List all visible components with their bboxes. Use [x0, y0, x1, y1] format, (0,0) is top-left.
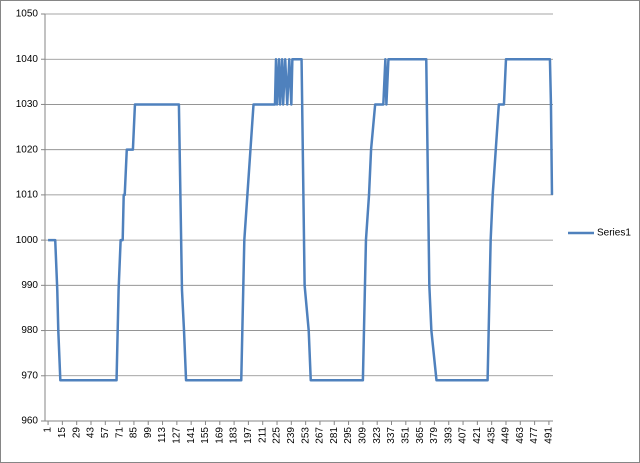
x-tick-label: 365 — [415, 427, 426, 444]
x-tick-label: 295 — [343, 427, 354, 444]
y-tick-label: 1020 — [16, 144, 39, 155]
x-tick-label: 43 — [86, 427, 97, 439]
x-tick-label: 29 — [71, 427, 82, 439]
legend-label: Series1 — [597, 228, 631, 239]
x-tick-label: 337 — [386, 427, 397, 444]
x-tick-label: 477 — [529, 427, 540, 444]
y-tick-label: 960 — [21, 416, 38, 427]
x-tick-label: 225 — [272, 427, 283, 444]
x-tick-label: 183 — [229, 427, 240, 444]
y-tick-label: 1010 — [16, 190, 39, 201]
x-tick-label: 99 — [143, 427, 154, 439]
x-tick-label: 169 — [214, 427, 225, 444]
x-tick-label: 85 — [129, 427, 140, 439]
x-tick-label: 421 — [472, 427, 483, 444]
x-tick-label: 71 — [114, 427, 125, 439]
y-tick-label: 1040 — [16, 54, 39, 65]
y-tick-label: 990 — [21, 280, 38, 291]
x-tick-label: 127 — [171, 427, 182, 444]
x-tick-label: 57 — [100, 427, 111, 439]
x-tick-label: 1 — [43, 427, 54, 433]
series-line — [48, 57, 554, 382]
x-tick-label: 155 — [200, 427, 211, 444]
x-tick-label: 211 — [257, 427, 268, 443]
y-tick-label: 1050 — [16, 9, 39, 20]
x-tick-label: 267 — [315, 427, 326, 444]
x-tick-label: 281 — [329, 427, 340, 444]
x-tick-label: 323 — [372, 427, 383, 444]
x-tick-label: 449 — [501, 427, 512, 444]
y-tick-label: 1030 — [16, 99, 39, 110]
x-tick-label: 351 — [400, 427, 411, 444]
x-tick-label: 463 — [515, 427, 526, 444]
x-tick-label: 253 — [300, 427, 311, 444]
x-tick-label: 15 — [57, 427, 68, 439]
x-tick-label: 239 — [286, 427, 297, 444]
x-tick-label: 407 — [458, 427, 469, 444]
x-tick-label: 141 — [186, 427, 197, 444]
y-tick-label: 970 — [21, 370, 38, 381]
x-tick-label: 491 — [544, 427, 555, 444]
y-tick-label: 980 — [21, 325, 38, 336]
x-tick-label: 309 — [358, 427, 369, 444]
x-tick-label: 379 — [429, 427, 440, 444]
x-tick-label: 435 — [486, 427, 497, 444]
y-tick-label: 1000 — [16, 235, 39, 246]
x-tick-label: 113 — [157, 427, 168, 443]
x-tick-label: 197 — [243, 427, 254, 444]
x-tick-label: 393 — [443, 427, 454, 444]
